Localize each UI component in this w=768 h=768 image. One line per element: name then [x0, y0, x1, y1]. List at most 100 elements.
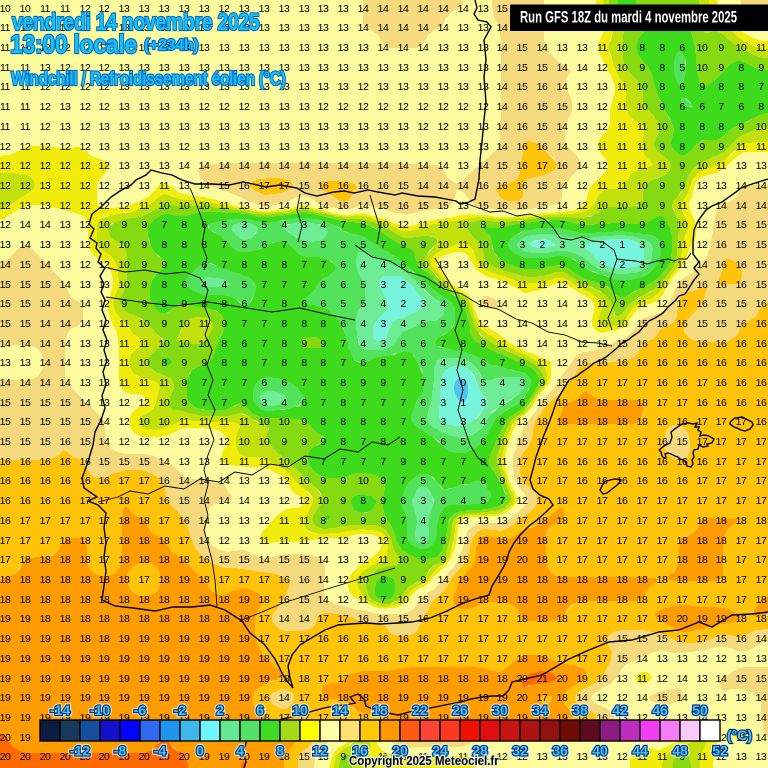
svg-text:16: 16: [378, 613, 389, 625]
svg-text:14: 14: [0, 377, 11, 389]
svg-text:18: 18: [617, 574, 628, 586]
svg-text:17: 17: [597, 653, 608, 665]
svg-text:13: 13: [239, 475, 250, 487]
svg-text:7: 7: [718, 101, 724, 113]
svg-text:19: 19: [119, 712, 130, 724]
svg-text:20: 20: [557, 673, 568, 685]
svg-text:11: 11: [279, 535, 290, 547]
svg-text:18: 18: [20, 574, 31, 586]
svg-text:13: 13: [80, 338, 91, 350]
svg-text:1: 1: [619, 239, 625, 251]
svg-text:17: 17: [239, 574, 250, 586]
svg-text:12: 12: [279, 475, 290, 487]
svg-text:16: 16: [60, 456, 71, 468]
svg-text:6: 6: [301, 397, 307, 409]
svg-text:18: 18: [557, 495, 568, 507]
svg-text:16: 16: [736, 377, 747, 389]
svg-text:2: 2: [539, 239, 545, 251]
svg-text:13: 13: [60, 219, 71, 231]
svg-text:13: 13: [60, 239, 71, 251]
svg-text:17: 17: [99, 515, 110, 527]
svg-text:Run GFS 18Z du mardi 4 novembr: Run GFS 18Z du mardi 4 novembre 2025: [520, 8, 737, 27]
svg-text:13: 13: [259, 81, 270, 93]
svg-text:18: 18: [279, 673, 290, 685]
svg-text:19: 19: [60, 673, 71, 685]
svg-text:14: 14: [438, 22, 449, 34]
svg-text:5: 5: [320, 239, 326, 251]
svg-text:14: 14: [697, 259, 708, 271]
svg-text:17: 17: [637, 554, 648, 566]
svg-text:12: 12: [119, 397, 130, 409]
svg-text:13: 13: [617, 673, 628, 685]
svg-text:3: 3: [519, 377, 525, 389]
svg-text:17: 17: [637, 515, 648, 527]
svg-text:16: 16: [736, 279, 747, 291]
svg-text:17: 17: [756, 495, 767, 507]
svg-text:15: 15: [736, 298, 747, 310]
svg-text:19: 19: [60, 712, 71, 724]
svg-text:7: 7: [261, 357, 267, 369]
svg-text:9: 9: [559, 259, 565, 271]
svg-text:18: 18: [537, 594, 548, 606]
svg-text:17: 17: [40, 535, 51, 547]
svg-text:17: 17: [179, 535, 190, 547]
svg-text:15: 15: [99, 456, 110, 468]
svg-text:18: 18: [617, 594, 628, 606]
svg-text:10: 10: [657, 121, 668, 133]
svg-text:14: 14: [378, 22, 389, 34]
svg-text:17: 17: [756, 475, 767, 487]
svg-text:15: 15: [617, 338, 628, 350]
svg-text:12: 12: [358, 101, 369, 113]
svg-text:15: 15: [0, 416, 11, 428]
svg-text:9: 9: [201, 357, 207, 369]
svg-text:15: 15: [657, 692, 668, 704]
svg-text:17: 17: [716, 495, 727, 507]
svg-text:13: 13: [20, 200, 31, 212]
svg-text:12: 12: [597, 101, 608, 113]
svg-text:8: 8: [639, 42, 645, 54]
svg-text:17: 17: [597, 436, 608, 448]
svg-text:17: 17: [259, 613, 270, 625]
svg-text:13: 13: [458, 81, 469, 93]
svg-text:15: 15: [40, 279, 51, 291]
svg-text:13: 13: [338, 62, 349, 74]
svg-text:14: 14: [299, 613, 310, 625]
svg-text:13: 13: [478, 62, 489, 74]
svg-text:9: 9: [181, 377, 187, 389]
svg-text:14: 14: [358, 160, 369, 172]
svg-text:8: 8: [480, 456, 486, 468]
svg-text:19: 19: [99, 673, 110, 685]
svg-text:19: 19: [697, 613, 708, 625]
svg-text:13: 13: [239, 81, 250, 93]
svg-text:11: 11: [20, 81, 31, 93]
svg-text:15: 15: [677, 436, 688, 448]
svg-text:18: 18: [537, 515, 548, 527]
svg-text:17: 17: [716, 475, 727, 487]
svg-text:16: 16: [756, 338, 767, 350]
svg-text:13: 13: [318, 121, 329, 133]
svg-text:8: 8: [181, 219, 187, 231]
svg-text:15: 15: [756, 279, 767, 291]
svg-text:8: 8: [281, 357, 287, 369]
svg-text:12: 12: [99, 42, 110, 54]
svg-text:5: 5: [360, 239, 366, 251]
svg-text:13: 13: [338, 121, 349, 133]
svg-text:17: 17: [438, 633, 449, 645]
svg-text:20: 20: [239, 751, 250, 763]
svg-text:18: 18: [756, 594, 767, 606]
svg-text:14: 14: [398, 3, 409, 15]
svg-text:17: 17: [478, 653, 489, 665]
svg-text:13: 13: [438, 81, 449, 93]
svg-text:4: 4: [360, 338, 366, 350]
svg-text:9: 9: [340, 515, 346, 527]
svg-text:19: 19: [517, 712, 528, 724]
svg-text:13: 13: [179, 3, 190, 15]
svg-text:8: 8: [221, 298, 227, 310]
svg-text:11: 11: [0, 42, 11, 54]
svg-text:52: 52: [712, 743, 728, 759]
svg-text:13: 13: [299, 121, 310, 133]
svg-text:9: 9: [400, 239, 406, 251]
svg-text:9: 9: [499, 259, 505, 271]
svg-text:10: 10: [159, 397, 170, 409]
svg-text:17: 17: [219, 574, 230, 586]
